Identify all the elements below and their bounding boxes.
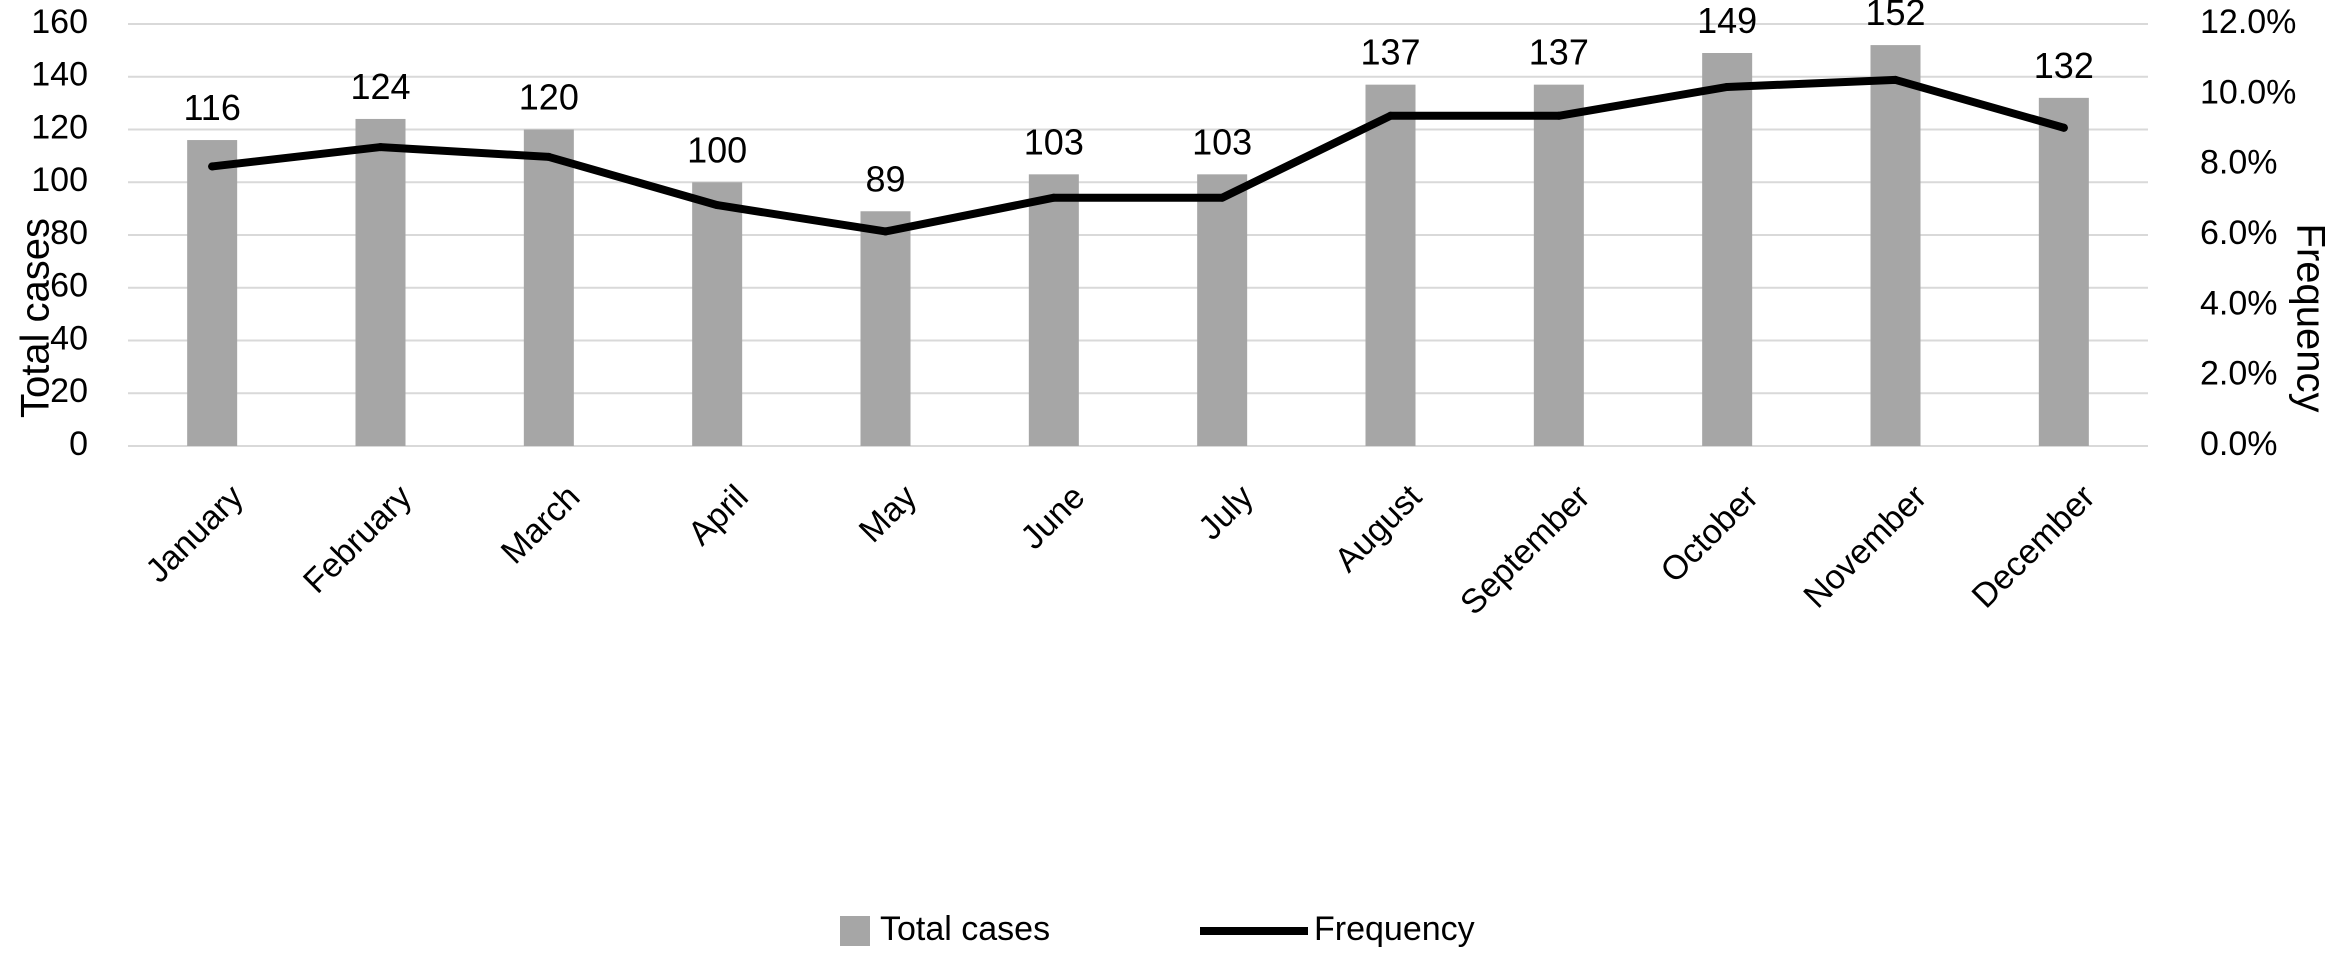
frequency-point	[881, 227, 890, 236]
bar-data-label: 132	[2034, 45, 2094, 86]
bar-data-label: 152	[1865, 0, 1925, 33]
category-label: October	[1653, 478, 1765, 590]
bar-total-cases	[1365, 84, 1416, 446]
right-axis-tick-label: 2.0%	[2200, 355, 2278, 393]
legend-label-frequency: Frequency	[1314, 910, 1475, 948]
right-axis-title: Frequency	[2288, 224, 2332, 413]
bar-total-cases	[1028, 174, 1079, 446]
bar-total-cases	[2038, 97, 2089, 446]
left-axis-tick-label: 40	[50, 319, 88, 357]
bar-data-label: 89	[865, 158, 905, 199]
left-axis-tick-label: 20	[50, 372, 88, 410]
bar-total-cases	[860, 211, 911, 446]
right-axis-tick-label: 12.0%	[2200, 3, 2296, 41]
legend-label-total-cases: Total cases	[880, 910, 1050, 948]
frequency-point	[713, 201, 722, 210]
right-axis-tick-label: 0.0%	[2200, 425, 2278, 463]
right-axis-ticks: 0.0% 2.0% 4.0% 6.0% 8.0% 10.0% 12.0%	[2200, 3, 2296, 463]
category-label: March	[494, 478, 588, 572]
category-label: June	[1013, 478, 1092, 557]
frequency-point	[1723, 82, 1732, 91]
category-label: September	[1453, 478, 1597, 622]
frequency-point	[1891, 75, 1900, 84]
category-label: August	[1327, 477, 1429, 579]
line-series-frequency	[208, 75, 2068, 236]
left-axis-tick-label: 140	[31, 56, 88, 94]
bar-data-label: 149	[1697, 0, 1757, 41]
bar-data-labels: 116 124 120 100 89 103 103 137 137 149 152 132	[183, 0, 2093, 199]
category-axis-labels: January February March April May June July Augu…	[138, 477, 2102, 622]
frequency-point	[208, 162, 217, 171]
bar-data-label: 124	[350, 66, 410, 107]
bar-total-cases	[1533, 84, 1584, 446]
bar-data-label: 116	[183, 87, 240, 128]
bar-data-label: 103	[1192, 121, 1252, 162]
bar-total-cases	[187, 140, 238, 447]
category-label: January	[138, 478, 250, 590]
bar-series-total-cases	[187, 45, 2089, 447]
bar-data-label: 100	[687, 129, 747, 170]
frequency-point	[1218, 193, 1227, 202]
bar-data-label: 137	[1360, 32, 1420, 73]
right-axis-tick-label: 8.0%	[2200, 144, 2278, 182]
bar-data-label: 137	[1529, 32, 1589, 73]
category-label: November	[1796, 478, 1934, 616]
left-axis-tick-label: 0	[69, 425, 88, 463]
category-label: July	[1191, 478, 1261, 548]
legend-swatch-total-cases	[840, 916, 870, 946]
bar-total-cases	[355, 118, 406, 446]
left-axis-title: Total cases	[14, 218, 58, 418]
right-axis-tick-label: 4.0%	[2200, 284, 2278, 322]
category-label: December	[1965, 478, 2103, 616]
frequency-point	[376, 143, 385, 152]
category-label: May	[852, 478, 924, 550]
gridlines	[128, 23, 2148, 447]
right-axis-tick-label: 10.0%	[2200, 73, 2296, 111]
bar-data-label: 103	[1024, 121, 1084, 162]
left-axis-ticks: 0 20 40 60 80 100 120 140 160	[31, 3, 88, 463]
frequency-point	[1386, 111, 1395, 120]
frequency-point	[544, 152, 553, 161]
frequency-line	[208, 75, 2068, 236]
category-label: April	[681, 478, 756, 553]
bar-total-cases	[692, 182, 743, 446]
bar-total-cases	[1870, 45, 1921, 446]
left-axis-tick-label: 100	[31, 161, 88, 199]
bar-total-cases	[1702, 53, 1753, 446]
left-axis-tick-label: 80	[50, 214, 88, 252]
legend: Total cases Frequency	[840, 910, 1475, 948]
bar-total-cases	[523, 129, 574, 446]
frequency-point	[2059, 123, 2068, 132]
frequency-point	[1554, 111, 1563, 120]
right-axis-tick-label: 6.0%	[2200, 214, 2278, 252]
category-label: February	[296, 478, 419, 601]
bar-data-label: 120	[519, 77, 579, 118]
left-axis-tick-label: 160	[31, 3, 88, 41]
left-axis-tick-label: 120	[31, 108, 88, 146]
bar-total-cases	[1197, 174, 1248, 446]
frequency-point	[1049, 193, 1058, 202]
left-axis-tick-label: 60	[50, 267, 88, 305]
